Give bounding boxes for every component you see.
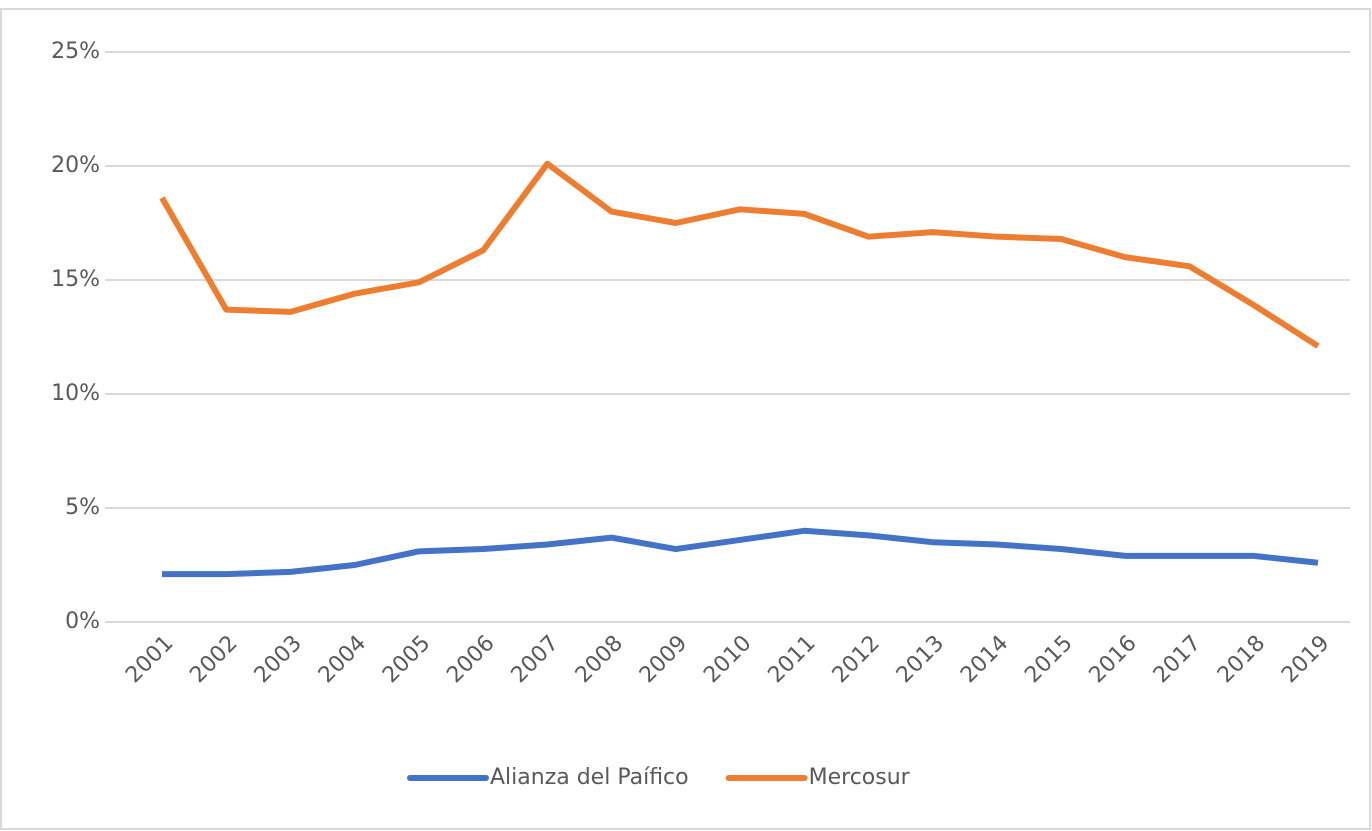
y-tick-label: 5%: [65, 495, 100, 520]
chart-border: [0, 8, 1371, 830]
y-tick-label: 0%: [65, 609, 100, 634]
y-tick-label: 25%: [51, 39, 100, 64]
y-tick-label: 20%: [51, 153, 100, 178]
legend-label: Mercosur: [809, 765, 911, 790]
series-line: [162, 527, 1319, 578]
legend-label: Alianza del Paífico: [490, 765, 689, 790]
series-line: [159, 160, 1320, 349]
y-tick-label: 15%: [51, 267, 100, 292]
y-tick-label: 10%: [51, 381, 100, 406]
